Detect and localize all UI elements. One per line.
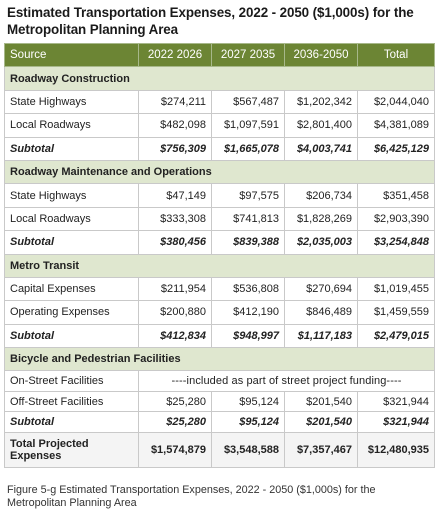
section-title: Roadway Maintenance and Operations <box>4 159 435 185</box>
row-label: State Highways <box>4 89 139 115</box>
subtotal-value: $380,456 <box>138 230 212 255</box>
header-2022-2026: 2022 2026 <box>138 42 212 68</box>
subtotal-value: $6,425,129 <box>357 136 435 161</box>
subtotal-value: $412,834 <box>138 323 212 349</box>
subtotal-value: $4,003,741 <box>284 136 358 161</box>
cell-value: $351,458 <box>357 183 435 208</box>
section-header-roadway-maintenance: Roadway Maintenance and Operations <box>4 159 435 185</box>
section-header-metro-transit: Metro Transit <box>4 253 435 278</box>
cell-value: $846,489 <box>284 300 358 325</box>
section-header-roadway-construction: Roadway Construction <box>4 66 435 91</box>
cell-value: $211,954 <box>138 276 212 302</box>
section-title: Metro Transit <box>4 253 435 278</box>
expenses-table: Source 2022 2026 2027 2035 2036-2050 Tot… <box>4 42 435 468</box>
cell-value: $1,828,269 <box>284 206 358 232</box>
subtotal-value: $25,280 <box>138 411 212 433</box>
subtotal-value: $1,665,078 <box>211 136 285 161</box>
table-row: State Highways $274,211 $567,487 $1,202,… <box>4 89 435 115</box>
cell-value: $321,944 <box>357 390 435 413</box>
cell-value: $333,308 <box>138 206 212 232</box>
cell-value: $2,044,040 <box>357 89 435 115</box>
section-header-bicycle-pedestrian: Bicycle and Pedestrian Facilities <box>4 347 435 372</box>
row-label: On-Street Facilities <box>4 370 139 392</box>
section-title: Bicycle and Pedestrian Facilities <box>4 347 435 372</box>
subtotal-value: $201,540 <box>284 411 358 433</box>
table-row: On-Street Facilities ----included as par… <box>4 370 435 392</box>
header-total: Total <box>357 42 435 68</box>
subtotal-value: $2,035,003 <box>284 230 358 255</box>
cell-value: $47,149 <box>138 183 212 208</box>
subtotal-value: $756,309 <box>138 136 212 161</box>
total-value: $1,574,879 <box>138 431 212 468</box>
cell-value: $412,190 <box>211 300 285 325</box>
figure-caption: Figure 5-g Estimated Transportation Expe… <box>7 484 376 509</box>
row-label: Local Roadways <box>4 206 139 232</box>
row-label: Operating Expenses <box>4 300 139 325</box>
row-label: Off-Street Facilities <box>4 390 139 413</box>
cell-value: $201,540 <box>284 390 358 413</box>
subtotal-row: Subtotal $756,309 $1,665,078 $4,003,741 … <box>4 136 435 161</box>
total-value: $3,548,588 <box>211 431 285 468</box>
header-source: Source <box>4 42 139 68</box>
cell-value: $567,487 <box>211 89 285 115</box>
cell-value: $274,211 <box>138 89 212 115</box>
cell-value: $1,202,342 <box>284 89 358 115</box>
subtotal-row: Subtotal $412,834 $948,997 $1,117,183 $2… <box>4 323 435 349</box>
subtotal-value: $321,944 <box>357 411 435 433</box>
header-row: Source 2022 2026 2027 2035 2036-2050 Tot… <box>4 42 435 68</box>
subtotal-row: Subtotal $380,456 $839,388 $2,035,003 $3… <box>4 230 435 255</box>
cell-value: $206,734 <box>284 183 358 208</box>
cell-value: $200,880 <box>138 300 212 325</box>
subtotal-label: Subtotal <box>4 323 139 349</box>
row-label: Local Roadways <box>4 113 139 138</box>
section-title: Roadway Construction <box>4 66 435 91</box>
cell-value: $536,808 <box>211 276 285 302</box>
cell-value: $270,694 <box>284 276 358 302</box>
cell-value: $1,019,455 <box>357 276 435 302</box>
cell-value: $95,124 <box>211 390 285 413</box>
cell-value: $1,459,559 <box>357 300 435 325</box>
row-label: Capital Expenses <box>4 276 139 302</box>
table-title: Estimated Transportation Expenses, 2022 … <box>7 5 414 37</box>
row-label: State Highways <box>4 183 139 208</box>
total-value: $12,480,935 <box>357 431 435 468</box>
table-row: State Highways $47,149 $97,575 $206,734 … <box>4 183 435 208</box>
subtotal-label: Subtotal <box>4 411 139 433</box>
subtotal-label: Subtotal <box>4 136 139 161</box>
subtotal-value: $3,254,848 <box>357 230 435 255</box>
subtotal-label: Subtotal <box>4 230 139 255</box>
subtotal-value: $1,117,183 <box>284 323 358 349</box>
cell-value: $1,097,591 <box>211 113 285 138</box>
cell-value: $741,813 <box>211 206 285 232</box>
funding-note: ----included as part of street project f… <box>138 370 435 392</box>
cell-value: $4,381,089 <box>357 113 435 138</box>
total-row: Total Projected Expenses $1,574,879 $3,5… <box>4 431 435 468</box>
table-row: Operating Expenses $200,880 $412,190 $84… <box>4 300 435 325</box>
subtotal-value: $948,997 <box>211 323 285 349</box>
subtotal-row: Subtotal $25,280 $95,124 $201,540 $321,9… <box>4 411 435 433</box>
cell-value: $2,903,390 <box>357 206 435 232</box>
table-row: Local Roadways $333,308 $741,813 $1,828,… <box>4 206 435 232</box>
subtotal-value: $95,124 <box>211 411 285 433</box>
subtotal-value: $2,479,015 <box>357 323 435 349</box>
total-value: $7,357,467 <box>284 431 358 468</box>
subtotal-value: $839,388 <box>211 230 285 255</box>
header-2027-2035: 2027 2035 <box>211 42 285 68</box>
table-row: Capital Expenses $211,954 $536,808 $270,… <box>4 276 435 302</box>
table-row: Local Roadways $482,098 $1,097,591 $2,80… <box>4 113 435 138</box>
cell-value: $2,801,400 <box>284 113 358 138</box>
cell-value: $97,575 <box>211 183 285 208</box>
table-row: Off-Street Facilities $25,280 $95,124 $2… <box>4 390 435 413</box>
cell-value: $482,098 <box>138 113 212 138</box>
total-label: Total Projected Expenses <box>4 431 139 468</box>
header-2036-2050: 2036-2050 <box>284 42 358 68</box>
cell-value: $25,280 <box>138 390 212 413</box>
